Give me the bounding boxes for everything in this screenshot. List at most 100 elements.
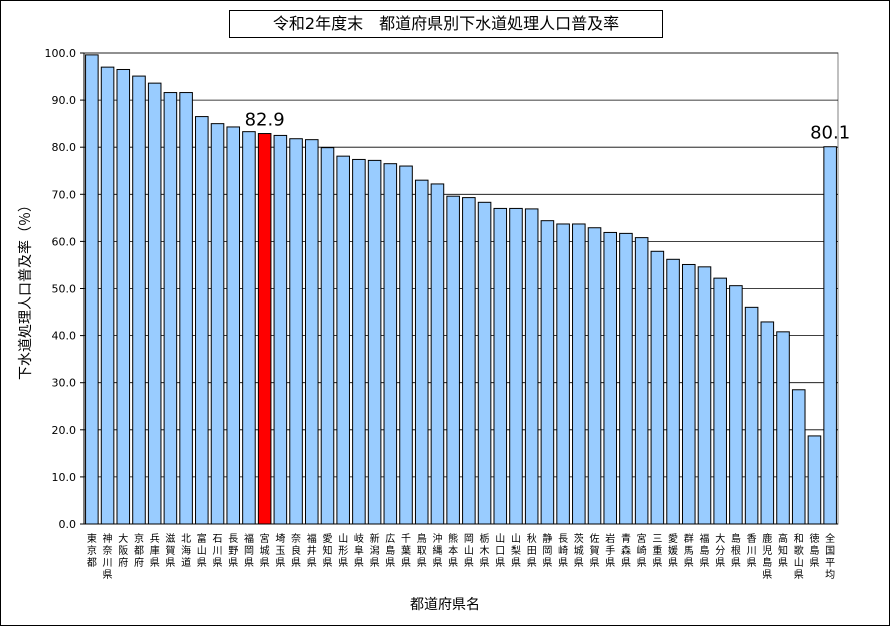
y-tick-label: 90.0	[52, 94, 77, 107]
category-label-char: 東	[87, 532, 97, 545]
category-label-char: 県	[401, 557, 411, 569]
category-label-char: 岡	[542, 545, 552, 557]
category-label-char: 県	[260, 557, 270, 569]
category-label-char: 縄	[432, 544, 442, 557]
x-axis-label: 都道府県名	[0, 594, 890, 614]
bar-栃木県	[477, 201, 492, 525]
category-label-char: 県	[417, 557, 427, 569]
category-label-char: 県	[511, 557, 521, 569]
category-label-char: 石	[213, 534, 223, 545]
category-label-char: 滋	[165, 532, 175, 545]
bar-岩手県	[603, 231, 618, 525]
category-label-char: 県	[165, 557, 175, 569]
category-label-char: 庫	[150, 544, 160, 557]
bar-香川県	[744, 306, 759, 525]
category-label-char: 県	[542, 557, 552, 569]
category-label-char: 岩	[605, 532, 615, 545]
bar-千葉県	[399, 165, 413, 525]
bar-山口県	[493, 207, 508, 525]
bar-東京都	[85, 54, 99, 525]
category-label-char: 県	[370, 557, 380, 569]
category-label-char: 愛	[322, 532, 332, 545]
category-label-char: 森	[621, 544, 631, 557]
category-label-char: 長	[228, 533, 238, 545]
category-label-char: 海	[181, 544, 191, 557]
bar-青森県	[619, 232, 633, 525]
category-label-char: 岐	[354, 532, 364, 545]
x-axis-label-text: 都道府県名	[410, 597, 480, 613]
bar-広島県	[383, 163, 398, 525]
category-label-char: 茨	[574, 532, 584, 545]
category-label-char: 道	[181, 556, 191, 569]
bar-高知県	[776, 331, 790, 525]
category-label-char: 県	[699, 557, 709, 569]
category-label-char: 県	[432, 557, 442, 569]
y-axis-label-text: 下水道処理人口普及率（％）	[18, 198, 34, 380]
category-label-char: 岡	[244, 545, 254, 557]
category-label-char: 三	[652, 534, 662, 545]
category-label-char: 島	[385, 544, 395, 557]
category-label-char: 県	[747, 557, 757, 569]
category-label-char: 賀	[165, 545, 175, 557]
category-label-char: 栃	[480, 532, 490, 545]
bar-滋賀県	[163, 92, 178, 525]
category-label-char: 山	[197, 545, 207, 557]
category-label-char: 県	[480, 557, 490, 569]
category-label-char: 葉	[401, 544, 411, 557]
category-label-char: 島	[699, 544, 709, 557]
category-label-char: 歌	[794, 544, 804, 557]
bar-大阪府	[116, 68, 131, 525]
category-label-char: 静	[542, 532, 552, 545]
bar-宮崎県	[634, 237, 649, 525]
highlight-labels: 82.9 80.1	[245, 110, 851, 144]
bar-山梨県	[509, 207, 523, 525]
category-label-char: 県	[527, 557, 537, 569]
bar-宮城県	[257, 133, 272, 525]
category-label-char: 県	[150, 557, 160, 569]
category-label-char: 媛	[668, 544, 678, 557]
bar-鹿児島県	[760, 321, 775, 525]
category-label-char: 平	[825, 558, 835, 569]
category-label-char: 馬	[684, 545, 694, 557]
category-label-char: 崎	[558, 544, 568, 557]
category-label-char: 県	[794, 569, 804, 581]
bar-静岡県	[540, 220, 555, 525]
bar-長崎県	[556, 223, 570, 525]
bars	[85, 54, 837, 525]
bar-富山県	[195, 116, 209, 525]
category-label-char: 県	[464, 557, 474, 569]
category-label-char: 野	[228, 545, 238, 557]
category-label-char: 城	[260, 545, 270, 557]
bar-北海道	[179, 92, 193, 525]
category-label-char: 県	[590, 557, 600, 569]
category-label-char: 川	[747, 546, 757, 557]
y-tick-label: 80.0	[52, 141, 77, 154]
category-label-char: 分	[715, 545, 725, 557]
category-label-char: 沖	[432, 532, 442, 545]
category-label-char: 口	[495, 546, 505, 557]
category-label-char: 長	[558, 533, 568, 545]
category-label-char: 都	[134, 545, 144, 557]
y-tick-label: 70.0	[52, 188, 77, 201]
bar-和歌山県	[791, 389, 806, 525]
bar-秋田県	[524, 208, 539, 525]
category-label-char: 本	[448, 544, 458, 557]
category-label-char: 重	[652, 544, 662, 557]
category-label-char: 均	[825, 569, 835, 581]
y-axis-label: 下水道処理人口普及率（％）	[6, 198, 46, 380]
category-label-char: 富	[197, 532, 207, 545]
y-tick-label: 40.0	[52, 330, 77, 343]
category-label-char: 和	[794, 533, 804, 545]
bar-兵庫県	[147, 82, 162, 525]
category-label-char: 県	[385, 557, 395, 569]
category-label-char: 青	[621, 532, 631, 545]
category-label-char: 佐	[590, 533, 600, 545]
category-label-char: 新	[370, 532, 380, 545]
category-label-char: 鳥	[417, 532, 427, 545]
category-label-char: 県	[668, 557, 678, 569]
category-label-char: 県	[338, 557, 348, 569]
category-label-char: 県	[197, 557, 207, 569]
category-label-char: 神	[103, 532, 113, 545]
category-label-char: 梨	[511, 544, 521, 557]
category-label-char: 島	[809, 544, 819, 557]
